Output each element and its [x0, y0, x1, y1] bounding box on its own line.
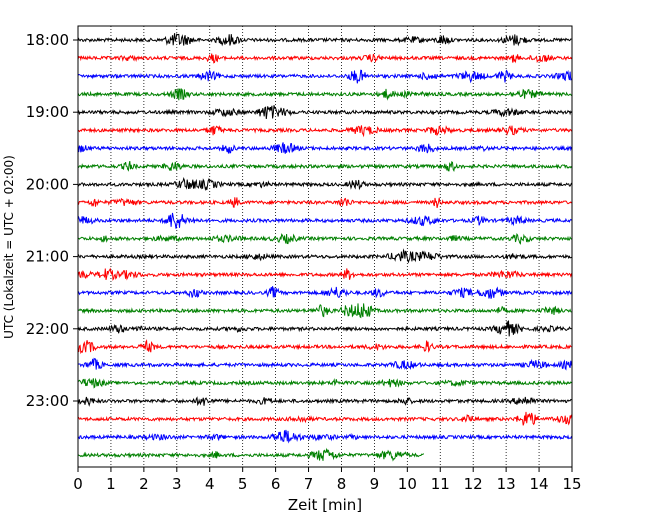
x-tick-label: 10 — [398, 475, 417, 493]
trace-1800 — [77, 33, 572, 47]
x-tick-label: 1 — [106, 475, 116, 493]
trace-2245 — [77, 377, 572, 389]
trace-1900 — [77, 105, 572, 119]
x-tick-label: 4 — [205, 475, 215, 493]
x-tick-label: 7 — [304, 475, 314, 493]
trace-2315 — [77, 411, 572, 426]
trace-1845 — [77, 87, 572, 101]
trace-2345 — [77, 447, 425, 462]
y-tick-label: 20:00 — [26, 175, 69, 193]
x-tick-label: 3 — [172, 475, 182, 493]
x-tick-label: 2 — [139, 475, 149, 493]
seismic-traces — [77, 33, 572, 462]
x-axis-label: Zeit [min] — [288, 496, 362, 514]
x-tick-label: 13 — [497, 475, 516, 493]
trace-2215 — [77, 339, 572, 355]
x-tick-label: 6 — [271, 475, 281, 493]
trace-1915 — [77, 124, 572, 138]
trace-1830 — [77, 69, 572, 84]
trace-2045 — [77, 233, 572, 245]
plot-frame — [77, 25, 573, 468]
y-tick-label: 18:00 — [26, 31, 69, 49]
trace-2145 — [77, 303, 572, 319]
trace-2100 — [77, 248, 572, 264]
x-tick-label: 11 — [431, 475, 450, 493]
trace-2000 — [77, 176, 572, 192]
x-tick-label: 12 — [464, 475, 483, 493]
x-axis-ticks: 0 1 2 3 4 5 6 7 8 9 10 11 12 13 14 15 — [73, 467, 582, 493]
trace-1945 — [77, 160, 572, 173]
y-axis-ticks: 18:00 19:00 20:00 21:00 22:00 23:00 — [26, 31, 78, 410]
y-tick-label: 22:00 — [26, 320, 69, 338]
trace-2115 — [77, 267, 572, 281]
y-tick-label: 19:00 — [26, 103, 69, 121]
y-tick-label: 21:00 — [26, 248, 69, 266]
trace-2200 — [77, 320, 572, 337]
trace-1815 — [77, 53, 572, 64]
x-tick-label: 9 — [370, 475, 380, 493]
trace-2015 — [77, 197, 572, 209]
trace-2330 — [77, 429, 572, 444]
x-tick-label: 14 — [530, 475, 549, 493]
y-axis-label: UTC (Lokalzeit = UTC + 02:00) — [2, 155, 16, 339]
trace-2300 — [77, 396, 572, 407]
trace-1930 — [77, 142, 572, 154]
x-tick-label: 8 — [337, 475, 347, 493]
trace-2130 — [77, 286, 572, 299]
trace-2030 — [77, 212, 572, 229]
y-tick-label: 23:00 — [26, 392, 69, 410]
x-tick-label: 15 — [562, 475, 581, 493]
x-tick-label: 5 — [238, 475, 248, 493]
x-tick-label: 0 — [73, 475, 83, 493]
trace-2230 — [77, 357, 572, 371]
